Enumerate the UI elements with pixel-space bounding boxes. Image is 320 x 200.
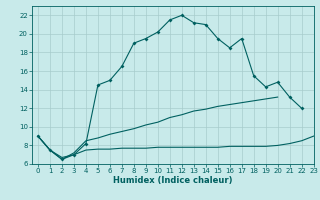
X-axis label: Humidex (Indice chaleur): Humidex (Indice chaleur) bbox=[113, 176, 233, 185]
